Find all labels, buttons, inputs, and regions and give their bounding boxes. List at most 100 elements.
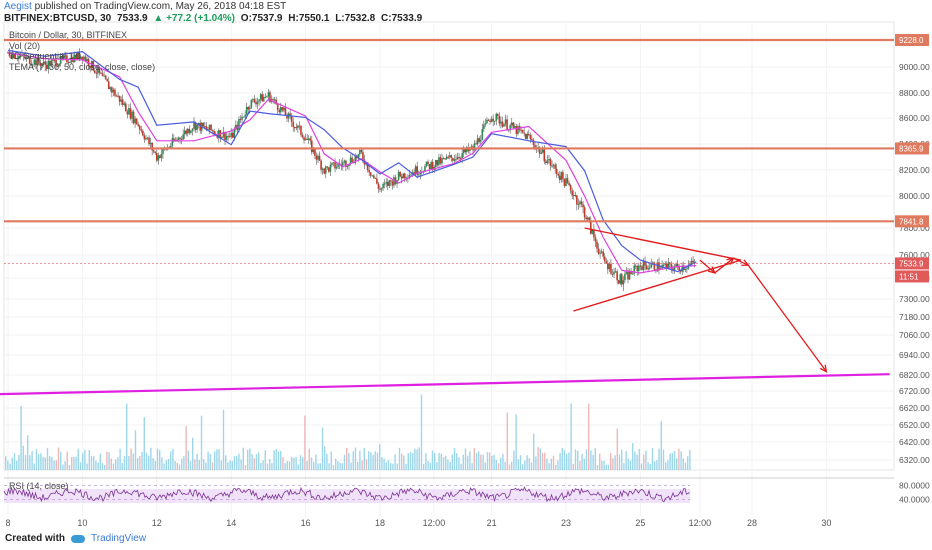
volume-bar — [387, 460, 390, 470]
candle — [633, 265, 635, 274]
candle — [123, 103, 126, 105]
candle — [179, 137, 181, 139]
candle — [383, 183, 386, 185]
candle — [647, 267, 649, 270]
volume-bar — [533, 433, 535, 470]
volume-bar — [27, 435, 29, 470]
tradingview-brand[interactable]: TradingView — [91, 533, 147, 544]
candle — [143, 135, 146, 140]
volume-bar — [403, 455, 405, 470]
x-tick-label: 18 — [375, 518, 385, 528]
volume-bar — [324, 446, 326, 470]
candle — [543, 149, 546, 162]
volume-bar — [77, 448, 79, 470]
legend-tema[interactable]: TEMA (7, 30, 50, close, close, close) — [9, 61, 156, 72]
candle — [610, 263, 612, 274]
candle — [354, 156, 356, 164]
candle — [574, 194, 577, 196]
volume-bar — [75, 456, 77, 470]
candle — [315, 155, 318, 160]
y-tick-label: 7800.00 — [899, 223, 930, 233]
candle — [410, 174, 412, 176]
candle — [138, 125, 141, 130]
candle — [81, 56, 84, 60]
volume-bar — [566, 454, 568, 470]
volume-bar — [429, 462, 431, 470]
volume-bar — [242, 447, 244, 470]
volume-bar — [299, 455, 302, 470]
candle — [656, 262, 659, 272]
candle — [332, 162, 335, 164]
countdown-tag-label: 11:51 — [899, 272, 919, 281]
candle — [126, 111, 129, 115]
candle — [439, 157, 442, 164]
candle — [224, 131, 226, 141]
candle — [405, 177, 408, 179]
volume-bar — [436, 462, 438, 470]
candle — [249, 107, 251, 110]
indicator-legend: Bitcoin / Dollar, 30, BITFINEX Vol (20) … — [9, 30, 155, 72]
candle — [111, 87, 113, 93]
volume-bar — [238, 453, 240, 470]
candle — [134, 118, 136, 124]
candle — [304, 138, 307, 141]
volume-bar — [352, 451, 354, 470]
rsi-label[interactable]: RSI (14, close) — [9, 481, 69, 491]
x-tick-label: 25 — [635, 518, 645, 528]
candle — [630, 271, 632, 275]
candle — [135, 118, 138, 125]
candle — [444, 158, 446, 160]
candle — [38, 58, 40, 63]
author-link[interactable]: Aegist — [4, 1, 32, 12]
candle — [295, 127, 298, 129]
candle — [149, 142, 152, 145]
volume-bar — [596, 464, 599, 470]
volume-bar — [310, 457, 313, 470]
candle — [642, 260, 645, 270]
volume-bar — [489, 452, 491, 470]
x-tick-label: 16 — [301, 518, 311, 528]
volume-bar — [559, 453, 561, 470]
candle — [487, 119, 490, 121]
volume-bar — [286, 460, 288, 470]
y-tick-label: 6320.00 — [899, 455, 930, 465]
volume-bar — [541, 452, 544, 470]
candle — [190, 130, 192, 133]
volume-bar — [321, 427, 324, 470]
volume-bar — [266, 463, 269, 470]
x-tick-label: 8 — [5, 518, 10, 528]
candle — [55, 59, 57, 67]
volume-bar — [519, 455, 522, 470]
rsi-tick-label: 40.0000 — [899, 495, 930, 505]
candle — [256, 101, 259, 105]
volume-bar — [346, 447, 348, 470]
candle — [311, 140, 313, 153]
volume-bar — [132, 453, 134, 470]
legend-td-sequential[interactable]: TD Sequential 1.0 — [9, 51, 82, 61]
x-tick-label: 10 — [77, 518, 87, 528]
candle — [276, 104, 279, 110]
volume-bar — [645, 450, 647, 470]
volume-bar — [524, 460, 526, 470]
candle — [607, 263, 609, 270]
candle — [225, 136, 228, 141]
volume-bar — [189, 461, 192, 470]
candle — [250, 99, 253, 108]
volume-bar — [35, 449, 38, 470]
candle — [679, 270, 682, 272]
candle — [675, 263, 677, 268]
volume-bar — [291, 456, 293, 470]
legend-volume[interactable]: Vol (20) — [9, 40, 41, 51]
y-tick-label: 6520.00 — [899, 420, 930, 430]
volume-bar — [64, 461, 66, 470]
volume-bar — [249, 448, 251, 470]
candle — [428, 164, 431, 170]
volume-bar — [574, 449, 577, 470]
volume-bar — [394, 454, 396, 470]
candle — [61, 56, 64, 58]
candle — [414, 166, 417, 175]
price-pane — [3, 21, 895, 471]
candle — [597, 248, 600, 254]
volume-bar — [134, 430, 137, 470]
